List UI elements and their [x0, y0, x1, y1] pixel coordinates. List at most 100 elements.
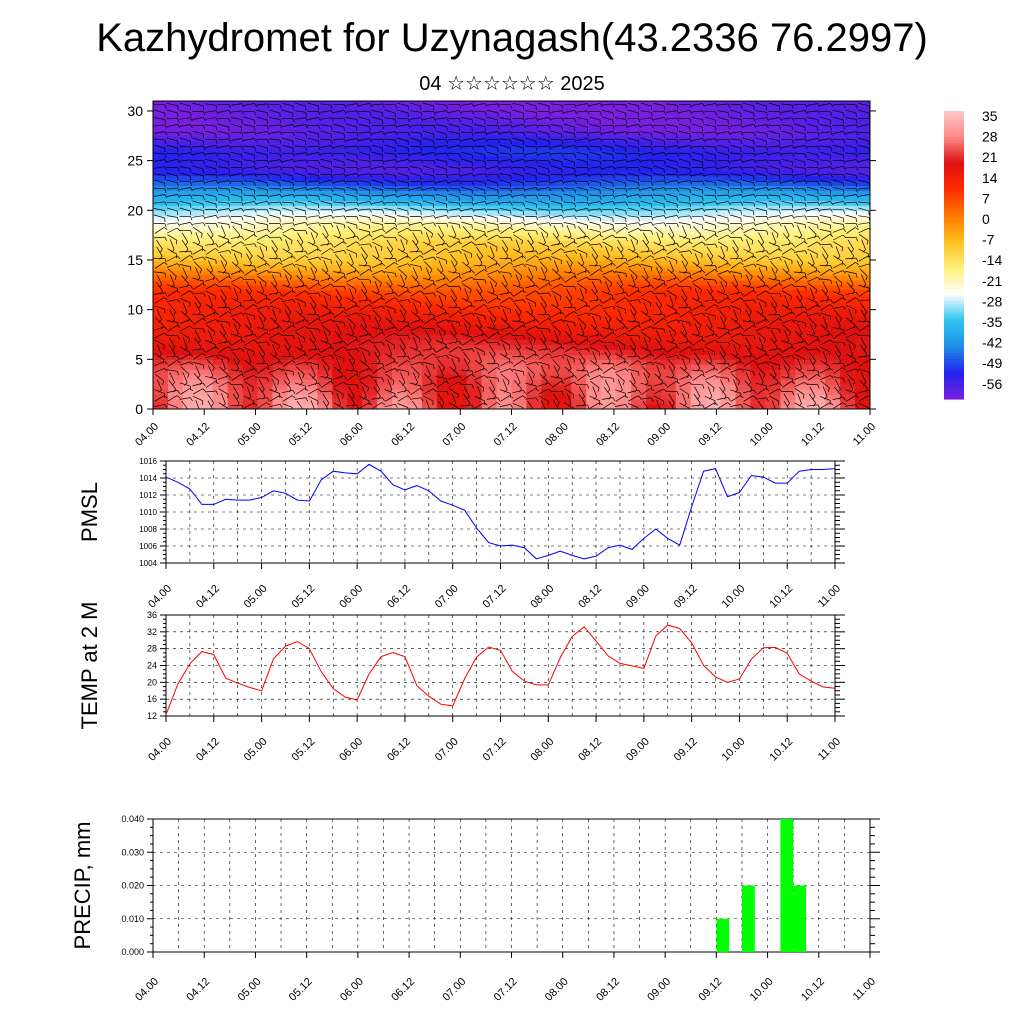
heatmap-cell [347, 125, 363, 132]
wind-barb-flag [446, 105, 448, 110]
heatmap-cell [616, 230, 632, 236]
wind-barb-flag [843, 166, 846, 170]
heatmap-cell [750, 319, 767, 326]
heatmap-cell [795, 289, 811, 296]
heatmap-cell [466, 125, 483, 132]
heatmap-cell [406, 180, 423, 187]
heatmap-cell [317, 389, 333, 395]
heatmap-cell [541, 125, 557, 132]
heatmap-cell [735, 245, 752, 251]
heatmap-cell [825, 274, 841, 281]
heatmap-cell [780, 344, 796, 350]
wind-barb [230, 103, 242, 106]
heatmap-cell [645, 120, 662, 127]
heatmap-cell [451, 289, 468, 296]
heatmap-cell [421, 384, 438, 390]
heatmap-cell [795, 314, 811, 321]
heatmap-cell [197, 110, 214, 117]
heatmap-cell [690, 359, 707, 365]
heatmap-cell [825, 230, 841, 236]
heatmap-cell [212, 170, 229, 177]
wind-barb [269, 124, 281, 127]
wind-barb [781, 130, 793, 135]
wind-barb-flag [177, 140, 179, 145]
heatmap-cell [272, 125, 289, 132]
wind-barb-flag [215, 152, 219, 157]
wind-barb-flag [599, 126, 602, 131]
heatmap-cell [675, 105, 692, 112]
heatmap-cell [855, 185, 870, 192]
heatmap-cell [631, 399, 647, 405]
heatmap-cell [810, 394, 826, 400]
heatmap-cell [765, 240, 781, 246]
heatmap-cell [750, 130, 767, 137]
heatmap-cell [675, 299, 692, 306]
heatmap-cell [227, 145, 244, 152]
heatmap-cell [840, 120, 856, 127]
wind-barb [448, 138, 460, 141]
heatmap-cell [332, 195, 348, 201]
wind-barb-flag [625, 159, 629, 164]
heatmap-cell [167, 394, 184, 400]
heatmap-cell [586, 205, 602, 211]
heatmap-cell [526, 215, 542, 221]
heatmap-cell [287, 309, 303, 316]
heatmap-cell [631, 314, 647, 321]
wind-barb-flag [625, 119, 627, 124]
heatmap-cell [795, 394, 811, 400]
wind-barb-flag [561, 161, 563, 166]
heatmap-cell [601, 185, 617, 192]
wind-barb-flag [702, 119, 704, 124]
heatmap-cell [720, 255, 737, 261]
heatmap-cell [302, 264, 318, 271]
heatmap-cell [720, 269, 737, 276]
wind-barb-flag [586, 103, 590, 108]
heatmap-cell [556, 250, 572, 256]
heatmap-cell [182, 289, 199, 296]
heatmap-cell [855, 165, 870, 172]
heatmap-cell [601, 120, 617, 127]
heatmap-cell [616, 389, 632, 395]
heatmap-cell [466, 289, 483, 296]
heatmap-cell [287, 110, 303, 117]
wind-barb [217, 110, 229, 113]
heatmap-cell [690, 215, 707, 221]
heatmap-cell [855, 210, 870, 216]
wind-barb-flag [241, 167, 244, 172]
heatmap-cell [451, 349, 468, 355]
heatmap-cell [526, 289, 542, 296]
heatmap-cell [197, 215, 214, 221]
wind-barb-flag [791, 203, 793, 208]
heatmap-cell [347, 120, 363, 127]
heatmap-cell [272, 269, 289, 276]
heatmap-cell [825, 140, 841, 147]
heatmap-cell [182, 404, 199, 409]
heatmap-cell [406, 125, 423, 132]
heatmap-cell [451, 205, 468, 211]
heatmap-cell [257, 215, 274, 221]
heatmap-cell [735, 304, 752, 311]
heatmap-cell [765, 230, 781, 236]
wind-barb [678, 131, 690, 134]
heatmap-cell [421, 289, 438, 296]
heatmap-cell [750, 289, 767, 296]
heatmap-cell [780, 240, 796, 246]
heatmap-cell [660, 170, 677, 177]
heatmap-cell [675, 294, 692, 301]
wind-barb [576, 158, 588, 163]
heatmap-cell [496, 259, 513, 266]
wind-barb [243, 124, 255, 127]
heatmap-cell [571, 170, 587, 177]
wind-barb [691, 145, 703, 148]
wind-barb [230, 158, 242, 163]
heatmap-cell [795, 245, 811, 251]
heatmap-cell [392, 205, 408, 211]
heatmap-cell [481, 369, 498, 375]
heatmap-cell [750, 324, 767, 331]
wind-barb [627, 137, 639, 142]
wind-barb-flag [318, 117, 321, 121]
heatmap-cell [735, 230, 752, 236]
wind-barb [743, 109, 754, 114]
heatmap-cell [242, 255, 259, 261]
wind-barb [358, 151, 370, 156]
